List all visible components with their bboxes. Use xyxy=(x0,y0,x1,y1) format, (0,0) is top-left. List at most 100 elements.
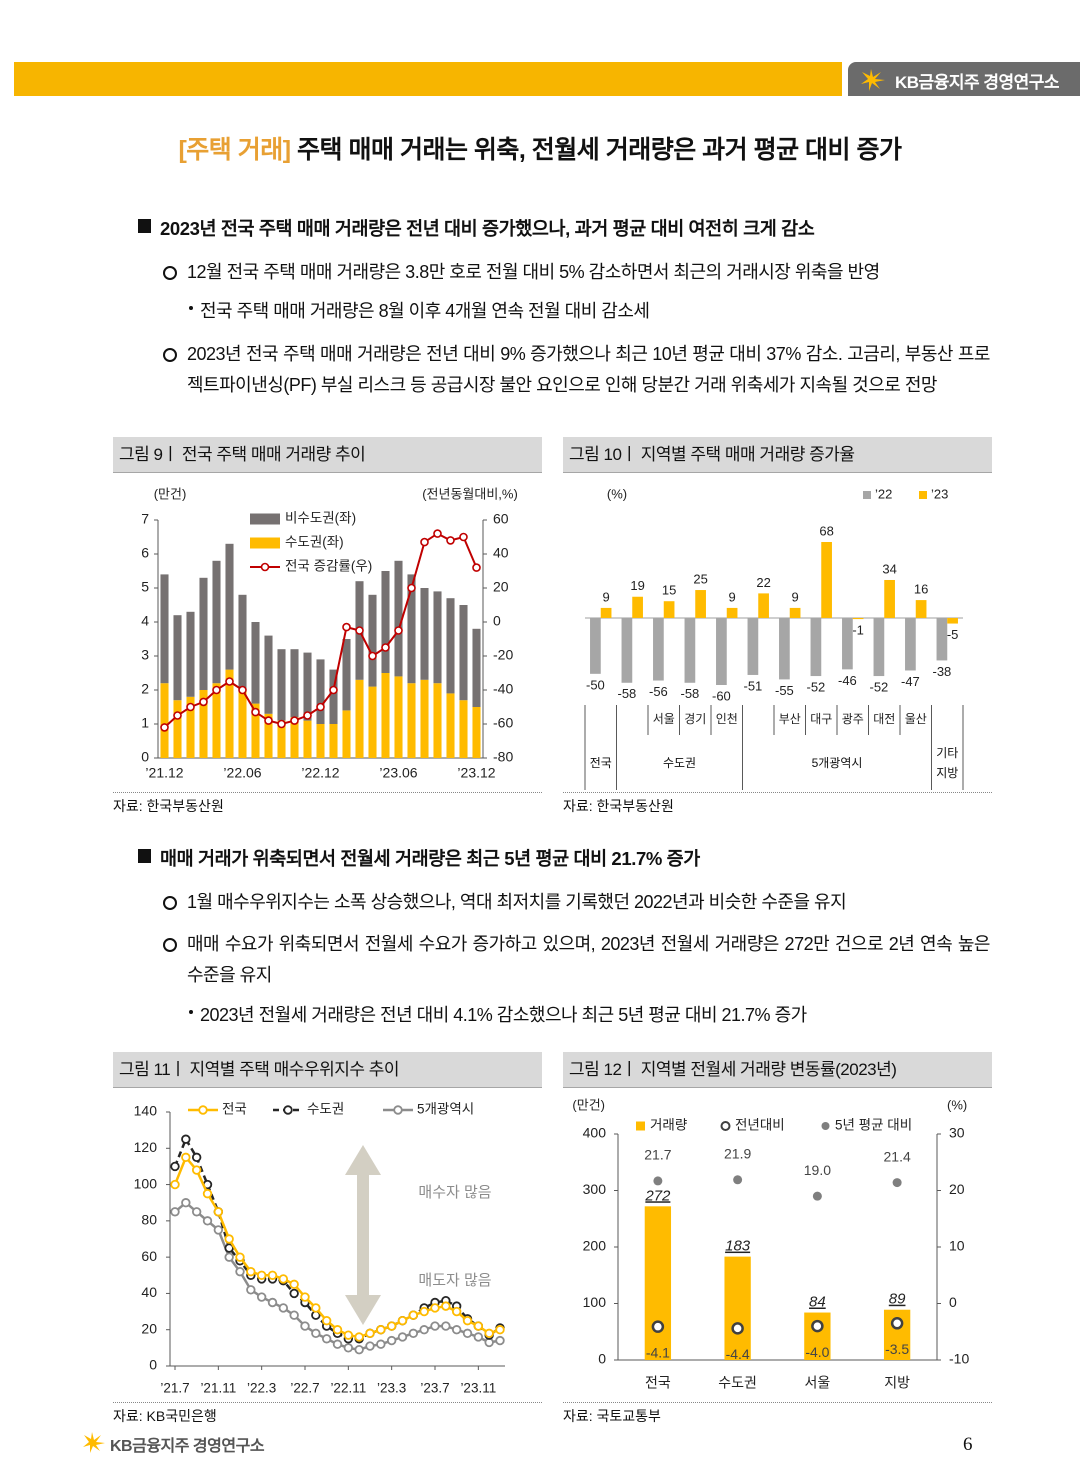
logo-icon xyxy=(83,1432,105,1453)
bar xyxy=(433,591,442,684)
point xyxy=(343,1343,354,1353)
bar xyxy=(212,683,221,758)
point xyxy=(289,1310,299,1320)
bar xyxy=(316,659,325,724)
sub-bullet: 전국 주택 매매 거래량은 8월 이후 4개월 연속 전월 대비 감소세 xyxy=(188,297,650,323)
point xyxy=(397,1315,408,1326)
bullet: 매매 수요가 위축되면서 전월세 수요가 증가하고 있으며, 2023년 전월세… xyxy=(163,929,991,991)
y-tick-label: 20 xyxy=(493,579,509,595)
point xyxy=(430,1321,440,1331)
bar xyxy=(303,720,312,758)
dot xyxy=(651,1320,665,1333)
point xyxy=(433,529,442,538)
x-tick-label: ’21.11 xyxy=(200,1381,236,1396)
bar xyxy=(472,707,481,758)
dot xyxy=(731,1322,744,1335)
bullet: 1월 매수우위지수는 소폭 상승했으나, 역대 최저치를 기록했던 2022년과… xyxy=(163,887,990,918)
figure-caption: 그림 9ㅣ 전국 주택 매매 거래량 추이 xyxy=(113,437,542,473)
bar xyxy=(810,617,822,677)
bar xyxy=(173,615,182,701)
bar xyxy=(160,574,169,684)
x-tick-label: 수도권 xyxy=(718,1375,757,1391)
bar xyxy=(663,601,675,618)
bar xyxy=(186,611,195,697)
bar xyxy=(726,607,738,618)
point xyxy=(277,719,286,729)
group-label: 기타 지방 xyxy=(936,745,959,780)
point xyxy=(386,1335,397,1346)
y-tick-label: -20 xyxy=(493,647,513,663)
figure-source: 자료: 한국부동산원 xyxy=(113,792,542,816)
point xyxy=(441,1301,451,1311)
legend-label: ’23 xyxy=(931,486,948,501)
y-tick-label: 60 xyxy=(493,511,509,527)
data-label: 272 xyxy=(644,1187,671,1204)
logo-icon xyxy=(861,69,885,91)
point xyxy=(408,1310,419,1320)
y-tick-label: 140 xyxy=(134,1103,158,1119)
point xyxy=(451,1306,462,1317)
data-label: 9 xyxy=(728,589,735,604)
bar xyxy=(160,683,169,758)
data-label: 25 xyxy=(693,571,707,586)
y-tick-label: 400 xyxy=(583,1125,607,1141)
x-tick-label: ’22.11 xyxy=(330,1381,366,1396)
title-text: 주택 매매 거래는 위축, 전월세 거래량은 과거 평균 대비 증가 xyxy=(297,136,902,164)
bar xyxy=(225,543,234,670)
bar xyxy=(459,605,468,701)
header-logo: KB금융지주 경영연구소 xyxy=(895,73,1060,92)
x-tick-label: 대구 xyxy=(810,712,832,726)
axis-unit: (%) xyxy=(607,486,627,501)
y-tick-label: 0 xyxy=(493,613,501,629)
point xyxy=(355,626,364,635)
bar xyxy=(199,690,208,758)
x-tick-label: ’21.7 xyxy=(160,1381,189,1396)
chart: 0 100 200 300 400 -10 0 10 20 30 (만건) (%) 전국 수도권 서울 지방 2… xyxy=(572,1097,969,1391)
data-label: -1 xyxy=(852,623,864,638)
x-tick-label: ’23.06 xyxy=(379,765,417,781)
point xyxy=(451,1325,462,1335)
bar xyxy=(852,617,864,620)
point xyxy=(473,1321,484,1331)
point xyxy=(332,1325,343,1335)
point xyxy=(368,651,377,661)
bar xyxy=(238,594,247,690)
bar xyxy=(329,669,338,724)
bar xyxy=(238,690,247,758)
point xyxy=(170,1207,180,1217)
y-tick-label: 40 xyxy=(141,1284,157,1300)
data-label: -5 xyxy=(947,627,959,642)
legend-swatch xyxy=(283,1105,293,1115)
legend-swatch xyxy=(821,1122,830,1130)
y-tick-label: 0 xyxy=(598,1351,606,1367)
point xyxy=(430,1303,440,1313)
data-label: -51 xyxy=(743,678,762,693)
bar xyxy=(277,720,286,758)
y-tick-label: 2 xyxy=(141,681,149,697)
bar xyxy=(381,673,390,758)
point xyxy=(441,1321,451,1331)
y-tick-label: 20 xyxy=(949,1181,965,1197)
point xyxy=(381,643,390,652)
data-label: -4.4 xyxy=(726,1346,750,1362)
data-label: 22 xyxy=(756,575,770,590)
data-label: 21.7 xyxy=(644,1147,671,1163)
y-tick-label: 300 xyxy=(583,1181,607,1197)
page-number: 6 xyxy=(963,1434,973,1455)
data-label: -52 xyxy=(806,680,825,695)
point xyxy=(289,1279,299,1290)
point xyxy=(311,1303,321,1313)
bar xyxy=(758,593,769,618)
bullet: 2023년 전국 주택 매매 거래량은 전년 대비 9% 증가했으나 최근 10… xyxy=(163,339,991,401)
bar xyxy=(420,588,429,680)
point xyxy=(472,563,481,572)
x-tick-label: ’22.06 xyxy=(223,765,261,781)
section-heading: 매매 거래가 위축되면서 전월세 거래량은 최근 5년 평균 대비 21.7% … xyxy=(138,845,700,871)
data-label: 84 xyxy=(809,1294,826,1311)
point xyxy=(191,1207,202,1217)
point xyxy=(321,1315,332,1326)
dot xyxy=(892,1178,902,1188)
point xyxy=(213,1225,224,1235)
